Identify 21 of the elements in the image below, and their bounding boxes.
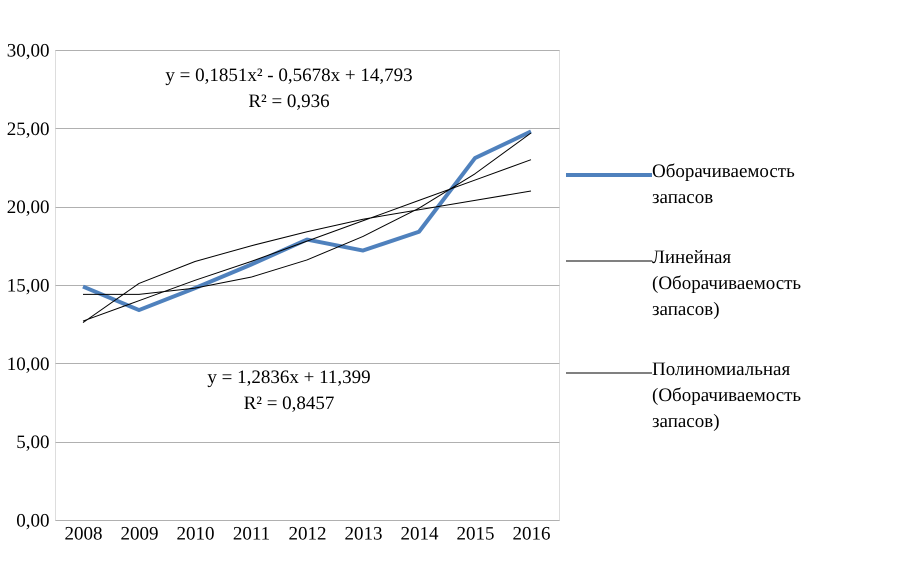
- y-tick-label: 25,00: [6, 118, 50, 140]
- y-tick-label: 15,00: [6, 276, 50, 296]
- x-tick-label: 2013: [344, 524, 382, 544]
- x-tick-label: 2015: [456, 524, 494, 544]
- x-tick-label: 2009: [120, 524, 158, 544]
- x-tick-label: 2014: [400, 524, 439, 544]
- annotation: y = 0,1851x² - 0,5678x + 14,793 R² = 0,936: [165, 65, 413, 112]
- x-tick-label: 2010: [176, 524, 214, 544]
- legend-label: Оборачиваемость запасов: [652, 161, 796, 208]
- y-tick-label: 5,00: [16, 432, 50, 454]
- y-tick-label: 0,00: [16, 510, 50, 532]
- y-tick-label: 30,00: [6, 40, 50, 62]
- annotation: y = 1,2836x + 11,399 R² = 0,8457: [207, 367, 371, 414]
- x-tick-label: 2008: [64, 524, 102, 544]
- x-tick-label: 2016: [512, 524, 550, 544]
- x-tick-label: 2012: [288, 524, 326, 544]
- legend-label: Полиномиальная (Оборачиваемость запасов): [652, 359, 802, 432]
- y-tick-label: 10,00: [6, 354, 50, 375]
- x-tick-label: 2011: [232, 524, 270, 544]
- y-tick-label: 20,00: [6, 197, 50, 218]
- legend-label: Линейная (Оборачиваемость запасов): [652, 247, 802, 320]
